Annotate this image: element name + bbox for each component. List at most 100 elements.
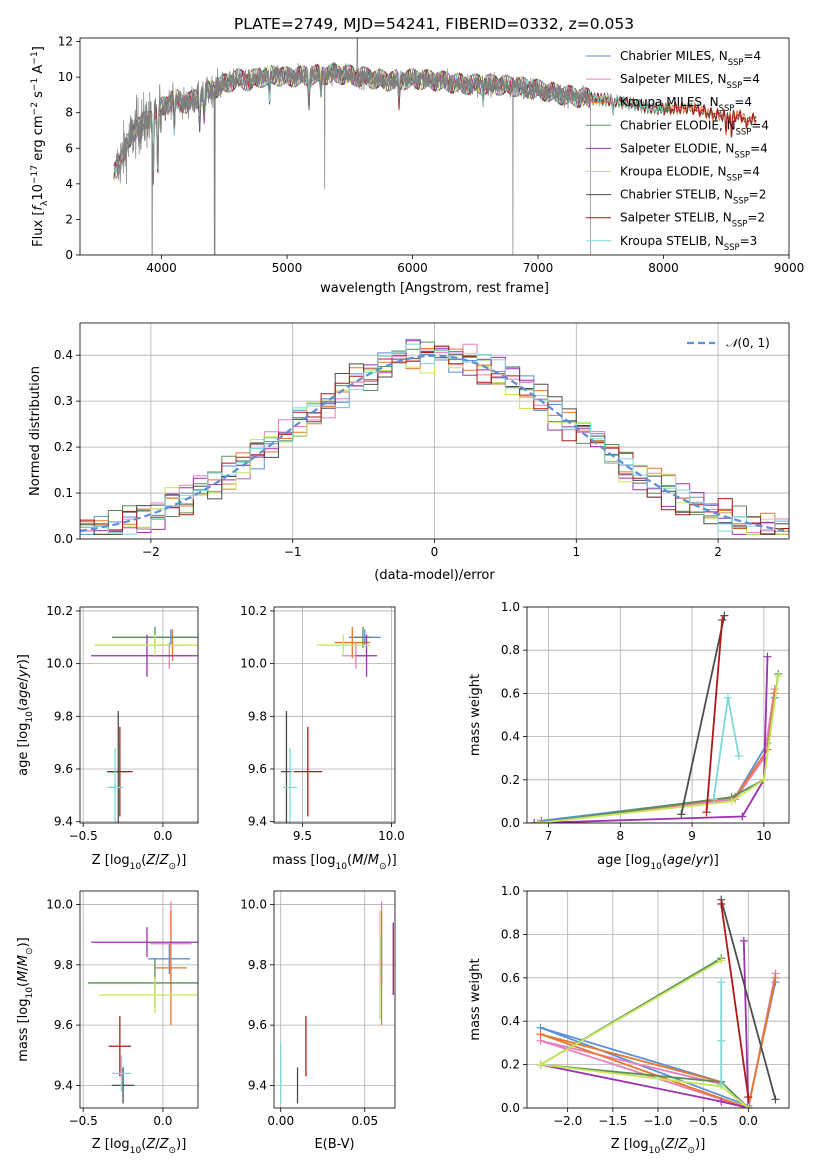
x-tick-label: 0 [431,545,439,559]
weight-marker-salpeter-stelib [702,808,711,817]
y-tick-label: 10.2 [46,604,73,618]
y-tick-label: 0.6 [501,971,520,985]
x-tick-label: −0.5 [69,829,98,843]
axes-frame [273,606,396,824]
y-tick-label: 0.1 [54,486,73,500]
weight-line-chabrier-stelib [680,615,726,815]
[object SVGGElement]: Z [log10(Z/Z⊙)] [92,1137,187,1156]
axes-frame [79,322,790,540]
x-tick-label: 9.5 [293,829,312,843]
ebv-mass-panel: 0.00 0.05 9.4 9.6 9.8 10.0 E(B-V) [240,890,396,1152]
weight-line-kroupa-stelib [712,697,740,800]
y-tick-label: 0.0 [54,532,73,546]
spectrum-plot-area [113,38,757,255]
model-extension-kroupa-stelib [590,92,664,116]
Z-weight-panel: −2.0 −1.5 −1.0 −0.5 0.0 0.0 0.2 0.4 0.6 0.8 1.0 Z [… [468,884,790,1156]
y-tick-label: 0.4 [54,348,73,362]
age-weight-plot-area [530,611,783,823]
axes-frame [273,890,396,1109]
mass-age-plot-area [281,626,381,823]
x-tick-label: 0.00 [267,1114,294,1128]
legend-entry: Kroupa STELIB, NSSP=3 [620,234,757,252]
x-tick-label: −2.0 [553,1114,582,1128]
histogram-kroupa-stelib [80,343,789,539]
y-tick-label: 1.0 [501,884,520,898]
y-tick-label: 10.0 [240,898,267,912]
y-tick-label: 0.3 [54,394,73,408]
age-weight-panel: 7 8 9 10 0.0 0.2 0.4 0.6 0.8 1.0 age [log10(age/yr… [468,600,790,872]
weight-marker-salpeter-elodie [763,652,772,661]
y-tick-label: 0.2 [501,1058,520,1072]
[object SVGGElement]: 𝒩(0, 1) [726,336,770,350]
weight-line-salpeter-stelib [720,903,750,1098]
axes-frame [79,890,199,1109]
y-tick-label: 10 [58,70,73,84]
x-tick-label: 9000 [774,261,805,275]
weight-line-salpeter-stelib [705,619,724,813]
y-tick-label: 9.6 [54,1018,73,1032]
ebv-mass-plot-area [280,901,394,1104]
x-tick-label: −0.5 [69,1114,98,1128]
x-tick-label: 0.0 [153,1114,172,1128]
[object SVGGElement]: mass weight [468,674,483,756]
Z-mass-plot-area [87,901,198,1104]
residuals-plot-area [80,338,789,539]
figure-title: PLATE=2749, MJD=54241, FIBERID=0332, z=0… [234,15,634,33]
observed-spectrum [116,38,592,255]
weight-marker-kroupa-stelib [734,752,743,761]
y-tick-label: 0.8 [501,927,520,941]
legend-entry: Kroupa MILES, NSSP=4 [620,95,752,113]
weight-marker-kroupa-elodie [744,1104,753,1108]
weight-marker-chabrier-stelib [720,611,729,620]
[object SVGGElement]: mass [log10(M/M⊙)] [272,853,396,872]
x-tick-label: −0.5 [689,1114,718,1128]
x-tick-label: 0.0 [153,829,172,843]
weight-line-chabrier-elodie [537,673,780,823]
y-tick-label: 10.0 [240,657,267,671]
y-tick-label: 0.2 [54,440,73,454]
y-tick-label: 9.6 [248,762,267,776]
normal-curve [80,354,789,532]
weight-line-salpeter-elodie [540,940,750,1108]
legend-entry: Salpeter MILES, NSSP=4 [620,72,760,90]
x-tick-label: 10.0 [378,829,405,843]
y-tick-label: 9.6 [248,1018,267,1032]
weight-marker-chabrier-stelib [771,1095,780,1104]
y-tick-label: 10.0 [46,657,73,671]
weight-marker-salpeter-elodie [717,1097,726,1106]
[object SVGGElement]: Flux [fλ10−17 erg cm−2 s−1 A−1] [30,46,50,247]
x-tick-label: −1.0 [643,1114,672,1128]
x-tick-label: 5000 [272,261,303,275]
x-tick-label: 8 [616,829,624,843]
weight-marker-salpeter-stelib [718,615,727,624]
weight-line-salpeter-elodie [534,656,769,823]
weight-marker-kroupa-elodie [717,956,726,965]
weight-marker-salpeter-elodie [530,819,539,823]
x-tick-label: 0.0 [739,1114,758,1128]
[object SVGGElement]: age [log10(age/yr)] [16,654,35,776]
y-tick-label: 6 [65,141,73,155]
axes-frame [79,606,199,824]
y-tick-label: 9.8 [248,958,267,972]
y-tick-label: 4 [65,177,73,191]
Z-age-plot-area [91,626,198,823]
x-tick-label: 6000 [397,261,428,275]
x-tick-label: −1.5 [598,1114,627,1128]
legend-entry: Salpeter ELODIE, NSSP=4 [620,141,768,159]
x-tick-label: 7000 [523,261,554,275]
y-tick-label: 0.0 [501,1101,520,1115]
y-tick-label: 0.6 [501,686,520,700]
y-tick-label: 2 [65,212,73,226]
y-tick-label: 0 [65,248,73,262]
[object SVGGElement]: Z [log10(Z/Z⊙)] [92,853,187,872]
residuals-panel: −2 −1 0 1 2 0.0 0.1 0.2 0.3 0.4 (data-model)/error… [28,322,790,583]
y-tick-label: 0.8 [501,643,520,657]
y-tick-label: 9.8 [54,709,73,723]
[object SVGGElement]: Z [log10(Z/Z⊙)] [611,1137,706,1156]
weight-line-kroupa-miles [541,693,776,823]
y-tick-label: 8 [65,106,73,120]
x-tick-label: −1 [284,545,302,559]
legend-entry: Salpeter STELIB, NSSP=2 [620,211,765,229]
weight-marker-kroupa-elodie [774,672,783,681]
y-tick-label: 1.0 [501,600,520,614]
